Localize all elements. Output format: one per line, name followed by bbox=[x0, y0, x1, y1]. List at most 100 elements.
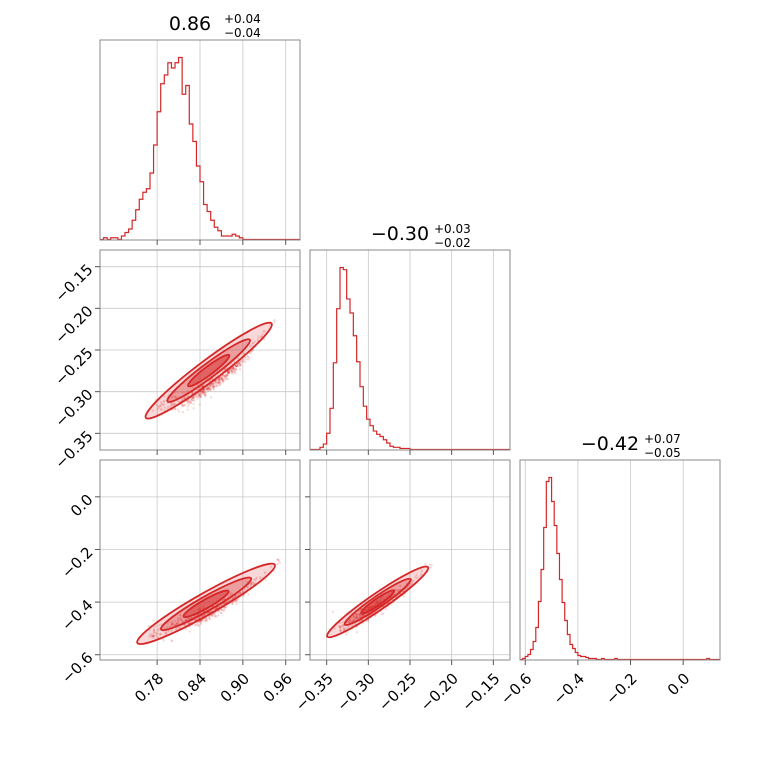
sample-point bbox=[227, 595, 230, 598]
sample-point bbox=[342, 627, 345, 630]
sample-point bbox=[173, 619, 177, 622]
sample-point bbox=[193, 618, 196, 622]
sample-point bbox=[183, 403, 186, 406]
x-tick-label: −0.30 bbox=[333, 670, 378, 715]
sample-point bbox=[165, 631, 168, 634]
sample-point bbox=[256, 337, 259, 340]
sample-point bbox=[407, 585, 410, 588]
sample-point bbox=[359, 616, 362, 619]
sample-point bbox=[181, 404, 184, 408]
sample-point bbox=[221, 379, 224, 382]
sample-point bbox=[180, 618, 183, 621]
sample-point bbox=[348, 620, 351, 623]
sample-point bbox=[341, 624, 345, 627]
title-median: 0.86 bbox=[169, 13, 211, 35]
sample-point bbox=[244, 356, 247, 359]
sample-point bbox=[217, 383, 221, 386]
sample-point bbox=[200, 391, 204, 395]
sample-point bbox=[216, 381, 219, 384]
sample-point bbox=[246, 355, 249, 358]
sample-point bbox=[159, 404, 162, 407]
sample-point bbox=[204, 395, 207, 398]
sample-point bbox=[360, 614, 363, 617]
sample-point bbox=[224, 606, 227, 609]
sample-point bbox=[191, 396, 194, 400]
sample-point bbox=[241, 590, 244, 593]
sample-point bbox=[155, 404, 159, 407]
sample-point bbox=[187, 398, 190, 402]
sample-point bbox=[153, 628, 156, 631]
panel-grid-0-0 bbox=[156, 40, 287, 240]
sample-point bbox=[178, 626, 182, 630]
y-tick-label: −0.25 bbox=[51, 344, 96, 389]
sample-point bbox=[221, 379, 225, 383]
sample-point bbox=[157, 629, 160, 632]
sample-point bbox=[278, 561, 281, 564]
sample-point bbox=[208, 387, 212, 390]
sample-point bbox=[213, 612, 216, 615]
sample-point bbox=[249, 345, 252, 348]
sample-point bbox=[205, 617, 208, 621]
sample-point bbox=[350, 624, 353, 627]
sample-point bbox=[339, 630, 342, 633]
sample-point bbox=[186, 389, 190, 393]
sample-point bbox=[243, 352, 246, 355]
sample-point bbox=[345, 633, 348, 636]
sample-point bbox=[231, 597, 234, 600]
sample-point bbox=[198, 403, 202, 406]
sample-point bbox=[255, 577, 258, 580]
title-plus-error: +0.07 bbox=[644, 432, 681, 446]
sample-point bbox=[225, 375, 228, 378]
sample-point bbox=[184, 628, 187, 631]
sample-point bbox=[152, 636, 155, 639]
sample-point bbox=[157, 407, 160, 410]
sample-point bbox=[201, 384, 205, 387]
sample-point bbox=[179, 616, 183, 619]
sample-point bbox=[160, 407, 163, 411]
sample-point bbox=[225, 377, 228, 381]
sample-point bbox=[227, 370, 230, 373]
sample-point bbox=[397, 588, 400, 592]
sample-point bbox=[339, 629, 342, 632]
sample-point bbox=[355, 616, 358, 619]
sample-point bbox=[221, 381, 225, 384]
sample-point bbox=[245, 358, 248, 361]
sample-point bbox=[205, 391, 208, 394]
sample-point bbox=[351, 618, 355, 621]
sample-point bbox=[152, 628, 155, 631]
sample-point bbox=[349, 617, 352, 620]
sample-point bbox=[208, 384, 211, 387]
sample-point bbox=[232, 596, 235, 600]
sample-point bbox=[339, 626, 342, 629]
sample-point bbox=[147, 624, 150, 627]
sample-point bbox=[158, 624, 161, 627]
sample-point bbox=[234, 364, 237, 367]
sample-point bbox=[208, 387, 211, 391]
sample-point bbox=[409, 583, 412, 586]
sample-point bbox=[175, 628, 178, 631]
sample-point bbox=[221, 377, 224, 380]
sample-point bbox=[176, 617, 179, 620]
sample-point bbox=[352, 615, 356, 618]
sample-point bbox=[180, 619, 183, 622]
sample-point bbox=[235, 368, 238, 371]
sample-point bbox=[196, 624, 200, 627]
sample-point bbox=[235, 365, 239, 368]
panel-title-1: −0.30 bbox=[371, 223, 429, 245]
sample-point bbox=[168, 625, 171, 628]
sample-point bbox=[152, 634, 155, 637]
contour-level-2 bbox=[182, 589, 230, 619]
sample-point bbox=[215, 385, 219, 388]
panel-grid-1-1 bbox=[326, 250, 494, 450]
sample-point bbox=[225, 373, 228, 376]
sample-point bbox=[347, 625, 350, 628]
sample-point bbox=[241, 358, 244, 362]
sample-point bbox=[230, 370, 234, 374]
sample-point bbox=[210, 387, 213, 390]
sample-point bbox=[158, 627, 161, 630]
sample-point bbox=[246, 355, 250, 359]
sample-point bbox=[223, 601, 226, 605]
sample-point bbox=[173, 396, 177, 399]
sample-point bbox=[261, 332, 264, 336]
sample-point bbox=[260, 335, 263, 338]
